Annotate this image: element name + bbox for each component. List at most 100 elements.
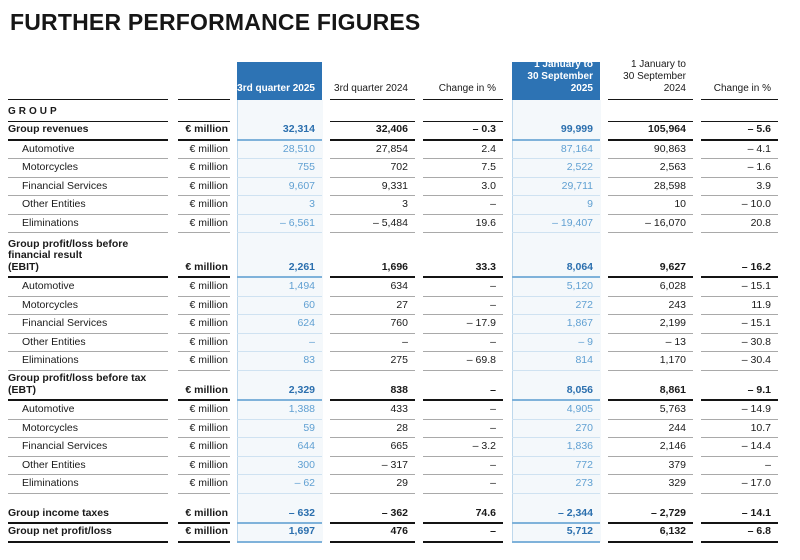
unit-cell: € million [178, 352, 230, 371]
unit-cell: € million [178, 315, 230, 334]
cell-q3-2024: 9,331 [330, 178, 415, 196]
cell-change-ytd: – 14.4 [701, 438, 778, 457]
row-label: Automotive [8, 401, 168, 420]
table-row: Motorcycles € million 60 27–272 243 11.9 [0, 297, 800, 315]
cell-change-quarter: 3.0 [423, 178, 503, 196]
cell-change-ytd: – 9.1 [701, 383, 778, 401]
cell-change-ytd: – 5.6 [701, 122, 778, 141]
cell-q3-2025: 83 [237, 352, 322, 371]
cell-change-quarter: 7.5 [423, 159, 503, 178]
cell-q3-2024: 275 [330, 352, 415, 371]
cell-q3-2024: 476 [330, 524, 415, 543]
table-row: Motorcycles € million 755 702 7.5 2,522 2,563–… [0, 159, 800, 178]
unit-cell: € million [178, 401, 230, 420]
cell-ytd-2024: 28,598 [608, 178, 693, 196]
cell-change-quarter: – 3.2 [423, 438, 503, 457]
column-header-ytd-2024: 1 January to 30 September 2024 [623, 59, 686, 94]
cell-change-quarter: 33.3 [423, 245, 503, 278]
table-section: Group income taxes € million – 632 – 362 74.… [0, 506, 800, 543]
cell-ytd-2024: 9,627 [608, 245, 693, 278]
cell-q3-2025: 9,607 [237, 178, 322, 196]
cell-ytd-2024: 6,028 [608, 278, 693, 297]
cell-change-quarter: – 69.8 [423, 352, 503, 371]
cell-change-quarter: – [423, 278, 503, 297]
table-row: Group profit/loss before tax (EBT) € mill… [0, 372, 800, 401]
cell-q3-2024: 634 [330, 278, 415, 297]
cell-ytd-2025: 5,712 [512, 524, 600, 543]
cell-change-ytd: – 30.8 [701, 334, 778, 352]
table-row: Financial Services € million 644 665 – 3.2 1,… [0, 438, 800, 457]
unit-cell: € million [178, 420, 230, 438]
cell-ytd-2024: 2,563 [608, 159, 693, 178]
financial-table: Group revenues € million 32,314 32,406 – 0.3… [0, 122, 800, 543]
table-row: Financial Services € million 9,607 9,331 3.0… [0, 178, 800, 196]
cell-ytd-2024: 2,146 [608, 438, 693, 457]
cell-q3-2024: 838 [330, 383, 415, 401]
highlight-column-ytd-2025 [512, 100, 601, 542]
cell-q3-2025: 300 [237, 457, 322, 475]
unit-cell: € million [178, 196, 230, 215]
cell-ytd-2025: 1,867 [512, 315, 600, 334]
cell-change-ytd: – 15.1 [701, 278, 778, 297]
cell-ytd-2024: 329 [608, 475, 693, 494]
row-label: Group income taxes [8, 506, 168, 524]
group-rule [423, 121, 503, 122]
cell-change-ytd: – 16.2 [701, 245, 778, 278]
table-row: Motorcycles € million 59 28–270 244 10.7 [0, 420, 800, 438]
cell-q3-2025: – 62 [237, 475, 322, 494]
cell-ytd-2025: 273 [512, 475, 600, 494]
unit-cell: € million [178, 122, 230, 141]
row-label: Other Entities [8, 457, 168, 475]
cell-q3-2025: 624 [237, 315, 322, 334]
cell-ytd-2025: – 9 [512, 334, 600, 352]
cell-q3-2024: 1,696 [330, 245, 415, 278]
cell-q3-2024: 32,406 [330, 122, 415, 141]
table-row: Automotive € million 1,494 634–5,120 6,028 – … [0, 278, 800, 297]
table-row: Other Entities € million 3 3–9 10– 10.0 [0, 196, 800, 215]
cell-ytd-2025: – 19,407 [512, 215, 600, 233]
table-row: Automotive € million 28,510 27,854 2.4 87,164… [0, 141, 800, 159]
unit-cell: € million [178, 278, 230, 297]
group-rule [330, 121, 415, 122]
unit-cell: € million [178, 383, 230, 401]
unit-cell: € million [178, 178, 230, 196]
cell-ytd-2024: 105,964 [608, 122, 693, 141]
cell-change-quarter: – [423, 196, 503, 215]
cell-change-quarter: – 17.9 [423, 315, 503, 334]
cell-ytd-2025: 772 [512, 457, 600, 475]
cell-q3-2024: 28 [330, 420, 415, 438]
table-row: Group profit/loss before financial resul… [0, 238, 800, 278]
row-label: Group net profit/loss [8, 524, 168, 543]
header-rule [701, 99, 778, 100]
cell-ytd-2025: 8,056 [512, 383, 600, 401]
cell-ytd-2024: – 2,729 [608, 506, 693, 524]
cell-q3-2025: 1,388 [237, 401, 322, 420]
cell-ytd-2024: 379 [608, 457, 693, 475]
table-row: Group revenues € million 32,314 32,406 – 0.3… [0, 122, 800, 141]
cell-ytd-2025: 99,999 [512, 122, 600, 141]
row-label: Eliminations [8, 352, 168, 371]
cell-ytd-2025: – 2,344 [512, 506, 600, 524]
cell-q3-2024: 27,854 [330, 141, 415, 159]
cell-change-ytd: – 15.1 [701, 315, 778, 334]
unit-cell: € million [178, 524, 230, 543]
row-label: Other Entities [8, 334, 168, 352]
highlight-column-q3-2025 [237, 100, 323, 542]
cell-q3-2024: – 317 [330, 457, 415, 475]
cell-change-quarter: 2.4 [423, 141, 503, 159]
cell-q3-2025: 2,329 [237, 383, 322, 401]
row-label: Other Entities [8, 196, 168, 215]
column-header-change-quarter: Change in % [438, 83, 496, 94]
column-header-change-ytd: Change in % [713, 83, 771, 94]
unit-cell: € million [178, 215, 230, 233]
cell-q3-2025: 2,261 [237, 245, 322, 278]
cell-ytd-2025: 1,836 [512, 438, 600, 457]
cell-change-ytd: – 6.8 [701, 524, 778, 543]
table-row: Eliminations € million – 62 29–273 329 – 17.0 [0, 475, 800, 494]
row-label: Group profit/loss before tax (EBT) [8, 372, 168, 401]
cell-q3-2024: 665 [330, 438, 415, 457]
table-section: Group profit/loss before financial resul… [0, 238, 800, 371]
cell-ytd-2025: 9 [512, 196, 600, 215]
cell-ytd-2024: 5,763 [608, 401, 693, 420]
cell-q3-2024: 29 [330, 475, 415, 494]
